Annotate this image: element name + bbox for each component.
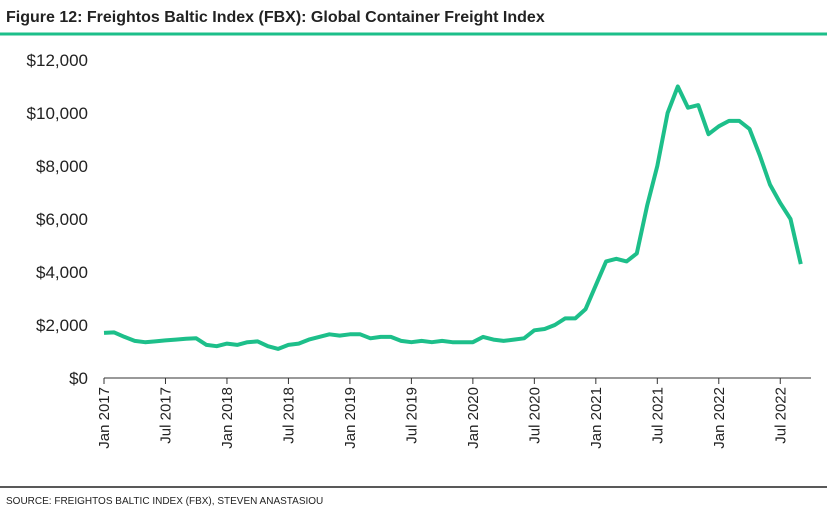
y-tick-label: $6,000 — [36, 210, 88, 229]
x-tick-label: Jan 2022 — [711, 387, 728, 449]
x-tick-label: Jan 2021 — [588, 387, 605, 449]
x-tick-label: Jul 2017 — [157, 387, 174, 444]
y-tick-label: $0 — [69, 369, 88, 388]
x-tick-label: Jan 2017 — [96, 387, 113, 449]
y-tick-label: $2,000 — [36, 316, 88, 335]
source: SOURCE: FREIGHTOS BALTIC INDEX (FBX), ST… — [6, 496, 323, 507]
y-tick-label: $4,000 — [36, 263, 88, 282]
x-tick-label: Jan 2019 — [342, 387, 359, 449]
x-tick-label: Jul 2018 — [280, 387, 297, 444]
chart-title: Figure 12: Freightos Baltic Index (FBX):… — [6, 9, 545, 26]
x-tick-label: Jan 2018 — [219, 387, 236, 449]
x-tick-label: Jul 2020 — [526, 387, 543, 444]
x-tick-label: Jan 2020 — [465, 387, 482, 449]
y-tick-label: $10,000 — [27, 104, 88, 123]
y-tick-label: $8,000 — [36, 157, 88, 176]
x-tick-label: Jul 2022 — [772, 387, 789, 444]
y-tick-label: $12,000 — [27, 51, 88, 70]
x-tick-label: Jul 2021 — [649, 387, 666, 444]
x-tick-label: Jul 2019 — [403, 387, 420, 444]
series-line — [103, 84, 803, 351]
